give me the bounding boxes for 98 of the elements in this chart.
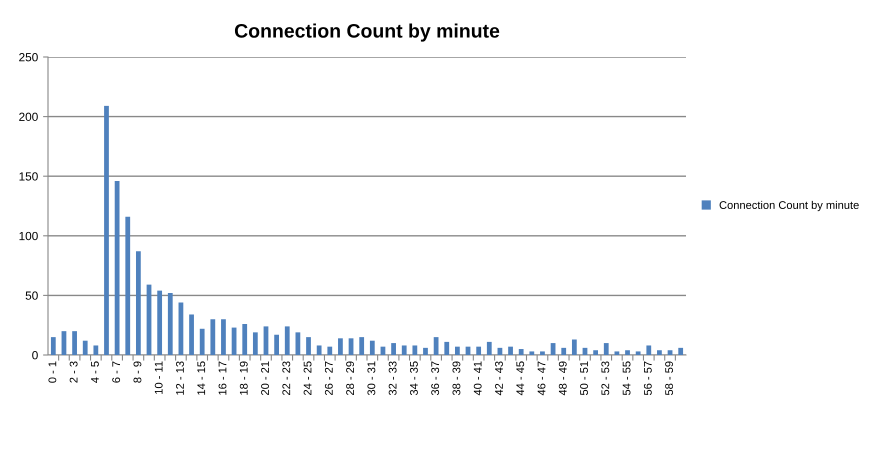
- bar: [370, 340, 375, 355]
- bar: [646, 345, 652, 355]
- bar: [668, 350, 672, 355]
- bar: [614, 351, 620, 355]
- x-tick-label: 42 - 43: [495, 361, 503, 396]
- bar: [125, 216, 130, 355]
- bar: [178, 302, 184, 355]
- bar: [518, 349, 524, 355]
- bar: [264, 326, 268, 355]
- x-tick-label: 8 - 9: [134, 361, 142, 383]
- x-tick-label: 48 - 49: [558, 361, 567, 396]
- x-tick-label: 20 - 21: [261, 362, 269, 395]
- bar: [540, 351, 545, 355]
- x-tick-label: 40 - 41: [474, 362, 482, 396]
- x-tick-label: 4 - 5: [91, 361, 99, 383]
- bar: [316, 345, 322, 355]
- bar: [93, 345, 98, 355]
- x-tick-label: 52 - 53: [601, 361, 610, 396]
- bar: [136, 251, 141, 355]
- x-tick-label: 36 - 37: [431, 362, 440, 396]
- x-tick-label: 14 - 15: [197, 361, 206, 395]
- bar: [306, 337, 311, 355]
- bar: [232, 328, 236, 355]
- bar: [146, 284, 152, 355]
- bar: [454, 346, 460, 355]
- x-tick-label: 24 - 25: [304, 361, 312, 395]
- bar: [157, 290, 162, 355]
- bar: [359, 337, 364, 355]
- x-tick-label: 30 - 31: [367, 362, 376, 396]
- x-tick-label: 58 - 59: [665, 361, 674, 396]
- bar: [561, 348, 566, 355]
- bar: [189, 314, 194, 355]
- x-tick-label: 28 - 29: [346, 361, 354, 395]
- bar: [274, 334, 280, 355]
- bar: [284, 326, 290, 355]
- bar: [529, 351, 534, 355]
- bar: [412, 345, 418, 355]
- bar: [104, 106, 109, 355]
- bar: [434, 337, 439, 355]
- bar: [466, 346, 470, 355]
- bar: [657, 350, 662, 355]
- y-tick-label: 50: [26, 291, 38, 300]
- bar: [82, 340, 88, 355]
- x-tick-label: 32 - 33: [388, 361, 397, 396]
- bar: [550, 343, 556, 355]
- bar: [252, 332, 258, 355]
- bar: [242, 324, 248, 355]
- x-tick-label: 26 - 27: [324, 362, 333, 395]
- x-tick-label: 44 - 45: [516, 361, 524, 396]
- bar: [295, 332, 300, 355]
- bar: [498, 348, 502, 355]
- x-tick-label: 46 - 47: [538, 362, 546, 396]
- bar: [380, 346, 386, 355]
- x-tick-label: 10 - 11: [154, 362, 163, 394]
- x-tick-label: 56 - 57: [644, 362, 652, 396]
- x-tick-label: 16 - 17: [218, 362, 226, 395]
- y-tick-label: 200: [19, 112, 38, 121]
- x-tick-label: 34 - 35: [410, 361, 418, 396]
- bar: [348, 338, 354, 355]
- bar: [508, 346, 513, 355]
- x-tick-label: 38 - 39: [452, 361, 460, 396]
- bar: [327, 346, 332, 355]
- bar: [582, 348, 588, 355]
- bar: [402, 345, 407, 355]
- bar: [572, 340, 577, 355]
- y-tick-label: 100: [19, 232, 38, 240]
- x-tick-label: 6 - 7: [112, 362, 120, 383]
- y-tick-label: 0: [32, 351, 38, 360]
- x-tick-label: 18 - 19: [240, 361, 248, 395]
- y-tick-label: 150: [19, 172, 38, 181]
- x-tick-label: 50 - 51: [580, 362, 588, 396]
- bar: [593, 350, 598, 355]
- bar: [625, 350, 630, 355]
- x-tick-label: 22 - 23: [282, 361, 290, 395]
- bar: [391, 343, 396, 355]
- bar: [444, 342, 450, 355]
- x-tick-label: 12 - 13: [176, 361, 184, 395]
- chart-title: Connection Count by minute: [234, 23, 500, 42]
- bar: [210, 319, 216, 355]
- bar: [476, 346, 482, 355]
- bar: [486, 342, 492, 355]
- bar: [168, 293, 173, 355]
- bar: [678, 348, 684, 355]
- y-tick-label: 250: [19, 53, 38, 62]
- bar: [114, 180, 120, 355]
- bar: [62, 331, 66, 355]
- legend-label: Connection Count by minute: [720, 200, 859, 212]
- bar: [423, 348, 428, 355]
- x-tick-label: 2 - 3: [70, 361, 78, 383]
- bar: [221, 319, 226, 355]
- x-tick-label: 0 - 1: [48, 362, 56, 383]
- bar: [604, 343, 609, 355]
- bar: [200, 328, 205, 355]
- x-tick-label: 54 - 55: [622, 361, 630, 396]
- bar: [636, 351, 641, 355]
- bar: [50, 337, 56, 355]
- bar: [72, 331, 77, 355]
- bar: [338, 338, 343, 355]
